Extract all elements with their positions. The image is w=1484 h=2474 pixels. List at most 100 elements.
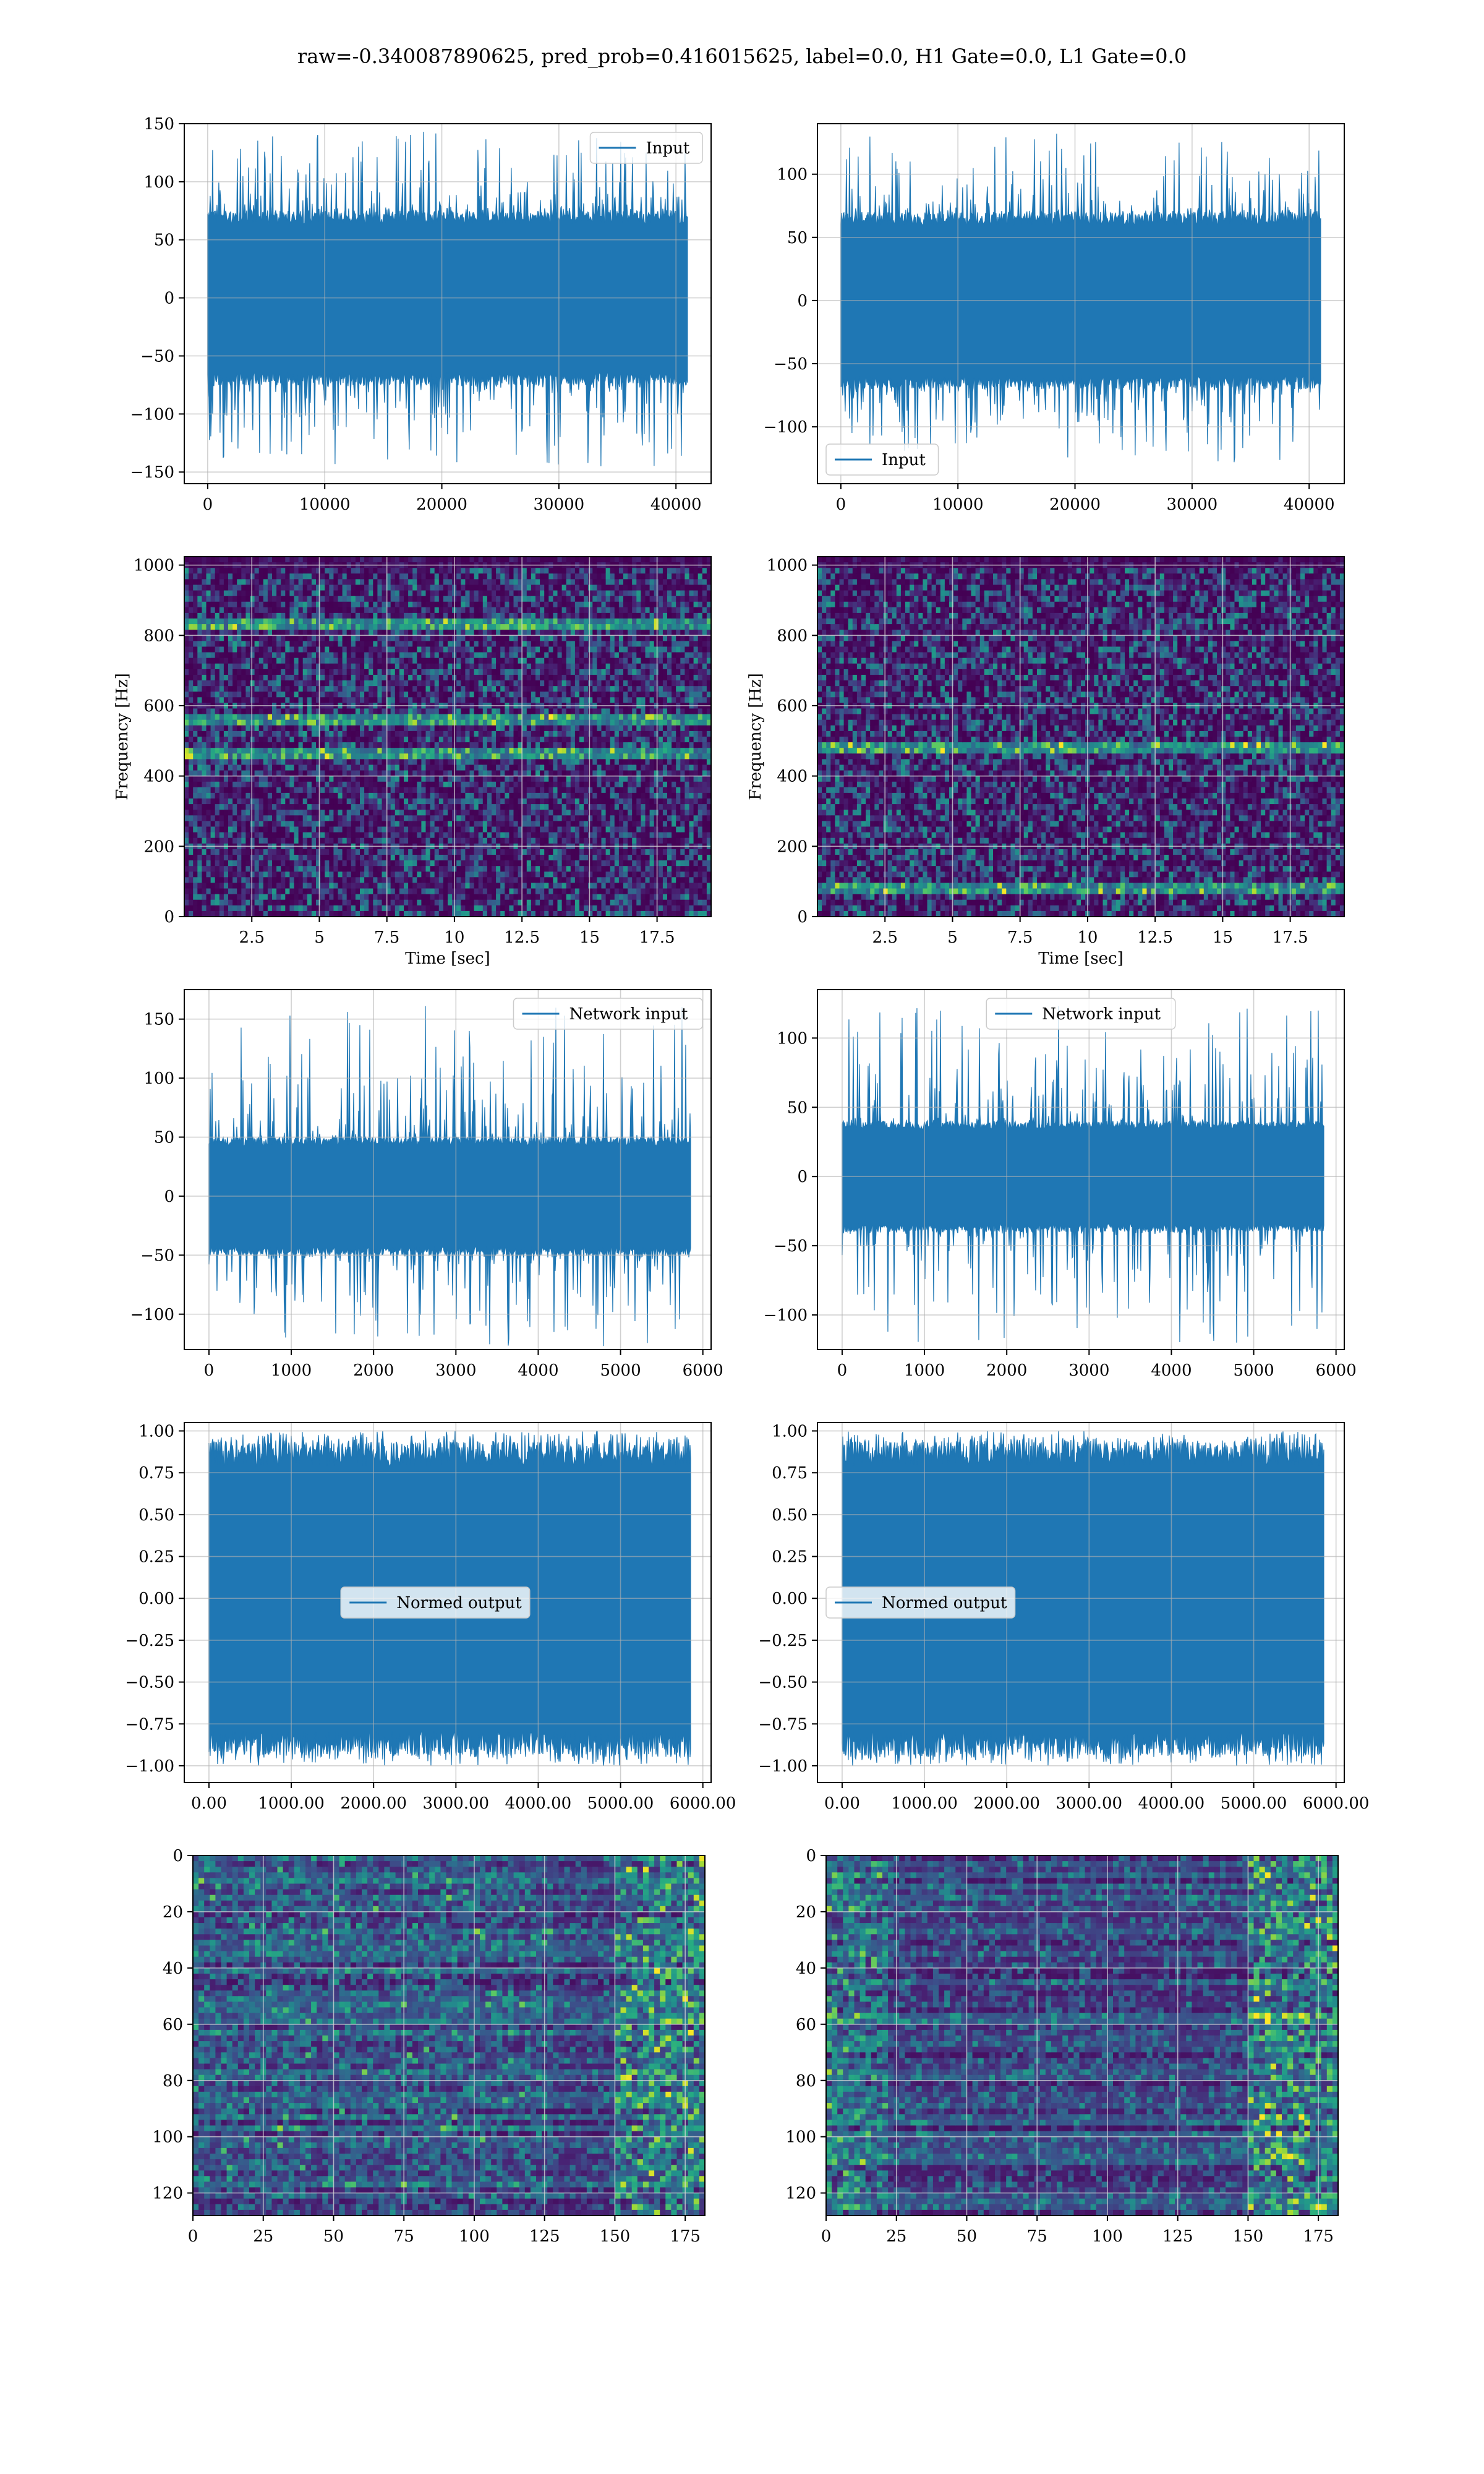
figure-suptitle: raw=-0.340087890625, pred_prob=0.4160156… [297, 45, 1187, 68]
x-tick-label: 30000 [534, 495, 585, 514]
y-tick-label: 1000 [134, 557, 174, 575]
y-tick-label: 1.00 [139, 1423, 174, 1441]
y-tick-label: 80 [163, 2072, 183, 2091]
grid-r1c1 [184, 124, 711, 484]
x-tick-label: 2.5 [239, 928, 265, 947]
x-tick-label: 175 [1303, 2227, 1334, 2246]
x-tick-label: 2000.00 [973, 1794, 1040, 1813]
y-tick-label: 600 [777, 697, 808, 716]
grid-r3c1 [184, 990, 711, 1350]
x-tick-label: 1000 [271, 1361, 312, 1380]
y-tick-label: 150 [143, 115, 174, 134]
legend-r4c2: Normed output [825, 1586, 1016, 1619]
y-tick-label: 50 [154, 1129, 174, 1147]
subplot-grid: 0 10000 20000 30000 40000−150−100−5005010015… [113, 115, 1369, 2246]
plot-area-r5c2 [826, 1856, 1338, 2215]
x-tick-label: 0 [836, 495, 846, 514]
y-tick-label: 50 [787, 1098, 808, 1117]
plot-area-r1c1 [184, 124, 711, 484]
y-tick-label: 1000 [767, 557, 808, 575]
y-tick-label: 100 [143, 1069, 174, 1088]
ticks-r5c1: 0 25 50 75 100 125 150 175 0 20 40 60 80 100 120 [152, 1847, 701, 2246]
y-tick-label: 120 [785, 2185, 816, 2203]
y-tick-label: 120 [152, 2185, 183, 2203]
x-tick-label: 4000 [1151, 1361, 1192, 1380]
grid-r2c1 [184, 557, 711, 917]
x-tick-label: 50 [957, 2227, 977, 2246]
axes-frame-r3c1 [184, 989, 712, 1350]
y-tick-label: 0.00 [772, 1590, 808, 1608]
x-tick-label: 2.5 [872, 928, 898, 947]
y-tick-label: 0 [164, 1188, 174, 1206]
y-axis-label: Frequency [Hz] [746, 673, 765, 800]
grid-r2c2 [817, 557, 1344, 917]
ticks-r4c1: 0.00 1000.00 2000.00 3000.00 4000.00 5000.00 6… [125, 1423, 736, 1813]
x-tick-label: 4000 [518, 1361, 558, 1380]
heatmap-cells-r2c1 [184, 557, 711, 917]
x-tick-label: 5 [314, 928, 325, 947]
y-tick-label: 0.50 [772, 1506, 808, 1525]
x-tick-label: 0 [837, 1361, 848, 1380]
ticks-r5c2: 0 25 50 75 100 125 150 175 0 20 40 60 80 100 120 [785, 1847, 1334, 2246]
heatmap-cells-r5c2 [826, 1856, 1338, 2215]
y-tick-label: 1.00 [772, 1423, 808, 1441]
legend-label: Normed output [882, 1594, 1007, 1612]
x-tick-label: 125 [1162, 2227, 1193, 2246]
legend-label: Input [646, 139, 690, 158]
grid-r1c2 [817, 124, 1344, 484]
y-tick-label: 0 [797, 908, 808, 927]
x-axis-label: Time [sec] [405, 949, 490, 968]
x-tick-label: 5000.00 [1221, 1794, 1287, 1813]
grid-r5c1 [193, 1856, 705, 2215]
y-tick-label: 100 [777, 1029, 808, 1048]
y-tick-label: −50 [140, 347, 174, 366]
y-tick-label: 40 [796, 1959, 816, 1978]
y-tick-label: 50 [154, 231, 174, 250]
y-tick-label: 0 [164, 289, 174, 308]
x-tick-label: 5 [947, 928, 958, 947]
legend-r4c1: Normed output [340, 1586, 531, 1619]
y-tick-label: 0 [164, 908, 174, 927]
x-tick-label: 40000 [650, 495, 702, 514]
y-tick-label: 0.75 [772, 1464, 808, 1483]
x-tick-label: 10000 [299, 495, 351, 514]
y-tick-label: −100 [764, 418, 808, 437]
x-tick-label: 12.5 [504, 928, 540, 947]
y-tick-label: 40 [163, 1959, 183, 1978]
x-tick-label: 4000.00 [505, 1794, 572, 1813]
x-tick-label: 20000 [1049, 495, 1101, 514]
x-tick-label: 15 [579, 928, 600, 947]
y-tick-label: 0 [173, 1847, 183, 1865]
x-tick-label: 7.5 [374, 928, 399, 947]
x-tick-label: 0 [188, 2227, 198, 2246]
grid-r3c2 [817, 990, 1344, 1350]
y-tick-label: −50 [774, 1237, 808, 1256]
x-tick-label: 100 [1092, 2227, 1123, 2246]
y-tick-label: 100 [143, 173, 174, 192]
y-tick-label: −0.50 [758, 1674, 808, 1692]
y-tick-label: −150 [130, 463, 174, 482]
y-tick-label: 60 [796, 2016, 816, 2034]
x-tick-label: 0 [821, 2227, 832, 2246]
y-tick-label: −0.75 [758, 1715, 808, 1734]
y-tick-label: −0.50 [125, 1674, 174, 1692]
legend-r1c1: Input [589, 132, 703, 164]
subplot-r1c1: 0 10000 20000 30000 40000 −150 −100 −50 0 50 100 15… [130, 115, 712, 514]
y-tick-label: −100 [130, 405, 174, 424]
x-tick-label: 2000 [986, 1361, 1027, 1380]
plot-area-r2c2 [817, 557, 1344, 917]
series-line-r3c2 [842, 1006, 1324, 1343]
subplot-r5c1: 0 25 50 75 100 125 150 175 0 20 40 60 80 100 120 [152, 1847, 706, 2246]
ticks-r2c1: 2.5 5 7.5 10 12.5 15 17.5 0 200 400 600 800 1000 [134, 557, 675, 947]
y-tick-label: −50 [140, 1246, 174, 1265]
x-tick-label: 125 [529, 2227, 560, 2246]
x-tick-label: 6000 [683, 1361, 723, 1380]
x-tick-label: 75 [394, 2227, 414, 2246]
x-tick-label: 0 [204, 1361, 215, 1380]
y-tick-label: −0.75 [125, 1715, 174, 1734]
series-line-r3c1 [208, 1006, 691, 1346]
subplot-r5c2: 0 25 50 75 100 125 150 175 0 20 40 60 80 100 120 [785, 1847, 1339, 2246]
x-tick-label: 0.00 [191, 1794, 227, 1813]
x-tick-label: 25 [253, 2227, 273, 2246]
